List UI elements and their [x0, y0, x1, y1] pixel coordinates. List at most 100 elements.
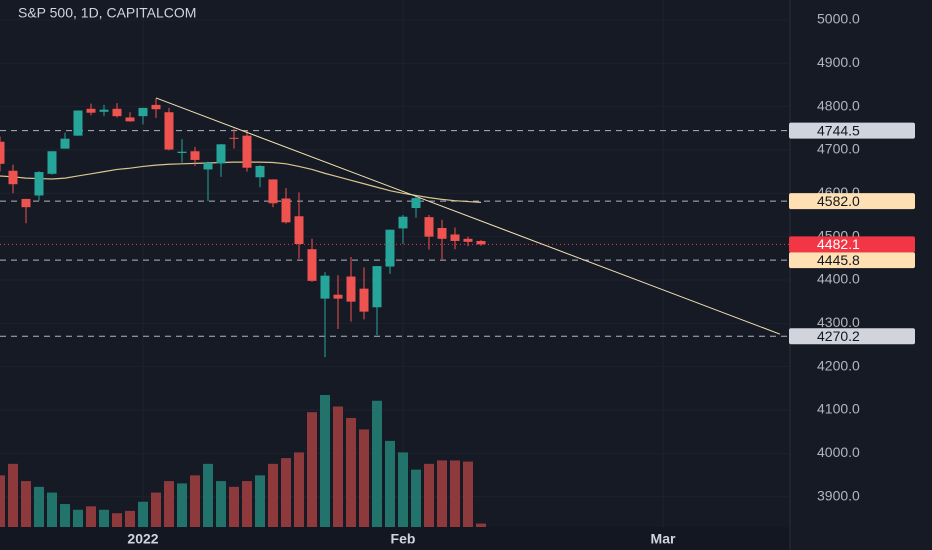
- volume-bar: [203, 463, 213, 527]
- candle-body: [385, 229, 395, 267]
- candle-body: [8, 170, 18, 185]
- time-axis: [0, 527, 790, 550]
- volume-bar: [242, 481, 252, 527]
- volume-bar: [424, 463, 434, 527]
- volume-bar: [359, 429, 369, 527]
- volume-bar: [255, 475, 265, 527]
- x-tick-label: Mar: [651, 531, 676, 547]
- volume-bar: [8, 463, 18, 527]
- y-tick-label: 4000.0: [817, 444, 860, 460]
- volume-bar: [320, 395, 330, 527]
- candle-body: [125, 117, 135, 122]
- candle-body: [151, 104, 161, 110]
- candle-body: [320, 275, 330, 299]
- volume-bar: [476, 523, 486, 527]
- candle-body: [424, 217, 434, 237]
- level-label: 4582.0: [817, 193, 860, 209]
- candle-body: [86, 108, 96, 113]
- candle-body: [333, 294, 343, 299]
- candle-body: [73, 110, 83, 136]
- volume-bar: [385, 440, 395, 527]
- y-tick-label: 4200.0: [817, 357, 860, 373]
- level-label-bg: [789, 328, 915, 345]
- volume-bar: [281, 458, 291, 527]
- y-tick-label: 4400.0: [817, 271, 860, 287]
- candle-body: [99, 109, 109, 112]
- volume-bar: [47, 492, 57, 527]
- level-label-bg: [789, 252, 915, 269]
- candle-body: [463, 238, 473, 242]
- chart-title: S&P 500, 1D, CAPITALCOM: [18, 5, 196, 21]
- level-label: 4270.2: [817, 328, 860, 344]
- y-tick-label: 4700.0: [817, 141, 860, 157]
- volume-bar: [164, 481, 174, 527]
- volume-bar: [333, 406, 343, 527]
- y-tick-label: 3900.0: [817, 487, 860, 503]
- candle-body: [255, 165, 265, 178]
- x-tick-label: Feb: [391, 531, 416, 547]
- candle-body: [177, 151, 187, 153]
- last-price-label-bg: [789, 236, 915, 253]
- level-label: 4445.8: [817, 252, 860, 268]
- y-tick-label: 5000.0: [817, 11, 860, 27]
- candle-body: [112, 108, 122, 117]
- candle-body: [372, 266, 382, 308]
- level-label: 4744.5: [817, 122, 860, 138]
- volume-bar: [99, 509, 109, 527]
- volume-bar: [398, 452, 408, 527]
- candle-body: [359, 288, 369, 312]
- volume-bar: [450, 460, 460, 527]
- candle-body: [268, 179, 278, 204]
- y-tick-label: 4900.0: [817, 54, 860, 70]
- volume-bar: [86, 506, 96, 527]
- level-label-bg: [789, 122, 915, 139]
- candle-body: [229, 137, 239, 139]
- candle-body: [346, 276, 356, 302]
- volume-bar: [294, 452, 304, 527]
- trendline: [155, 97, 781, 335]
- candle-body: [294, 216, 304, 245]
- candle-body: [216, 144, 226, 164]
- volume-bar: [177, 483, 187, 527]
- candle-body: [476, 240, 486, 245]
- x-tick-label: 2022: [127, 531, 158, 547]
- y-tick-label: 4800.0: [817, 97, 860, 113]
- volume-bar: [463, 461, 473, 527]
- candle-body: [34, 172, 44, 196]
- volume-bar: [216, 481, 226, 527]
- volume-bar: [21, 481, 31, 527]
- candle-body: [281, 198, 291, 223]
- candle-body: [138, 107, 148, 117]
- candle-body: [242, 135, 252, 168]
- candle-body: [307, 249, 317, 281]
- candle-body: [411, 198, 421, 209]
- volume-bar: [229, 486, 239, 527]
- volume-bar: [34, 486, 44, 527]
- candle-body: [437, 227, 447, 239]
- volume-bar: [151, 492, 161, 527]
- volume-bar: [190, 475, 200, 527]
- volume-bar: [346, 417, 356, 527]
- y-tick-label: 4300.0: [817, 314, 860, 330]
- candle-body: [21, 198, 31, 208]
- candle-body: [398, 216, 408, 229]
- last-price-label: 4482.1: [817, 236, 860, 252]
- level-label-bg: [789, 193, 915, 210]
- y-tick-label: 4100.0: [817, 401, 860, 417]
- volume-bar: [0, 475, 5, 527]
- candle-body: [47, 151, 57, 174]
- candle-body: [450, 234, 460, 241]
- volume-bar: [138, 501, 148, 527]
- volume-bar: [125, 510, 135, 527]
- candle-body: [0, 141, 5, 164]
- volume-bar: [112, 513, 122, 527]
- candle-body: [60, 138, 70, 149]
- moving-average: [0, 161, 482, 204]
- candle-body: [203, 162, 213, 170]
- candle-body: [190, 151, 200, 160]
- volume-bar: [411, 469, 421, 527]
- volume-bar: [307, 412, 317, 527]
